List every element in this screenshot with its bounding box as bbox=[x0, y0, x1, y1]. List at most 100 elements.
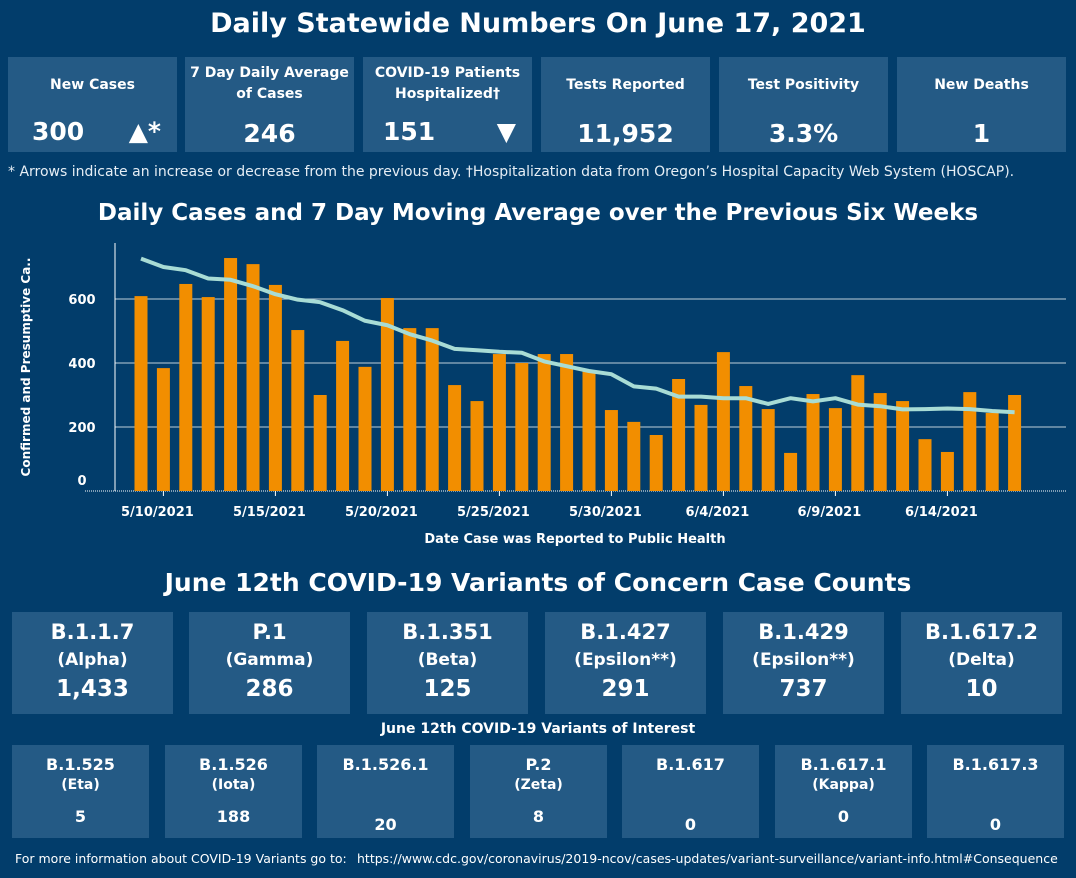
y-tick-label: 0 bbox=[77, 474, 86, 489]
x-tick-label: 5/10/2021 bbox=[121, 505, 194, 520]
bar bbox=[739, 386, 753, 491]
bar bbox=[627, 421, 641, 491]
variant-name: B.1.617.3 bbox=[952, 755, 1039, 774]
x-tick-label: 5/20/2021 bbox=[345, 505, 418, 520]
bar bbox=[403, 328, 417, 491]
bar bbox=[963, 392, 977, 491]
bar bbox=[918, 439, 932, 491]
variant-count: 5 bbox=[74, 807, 87, 826]
variant-concern-card: P.1 (Gamma) 286 bbox=[189, 612, 350, 714]
kpi-card: COVID-19 Patients Hospitalized† 151 ▼ bbox=[363, 57, 532, 152]
bar bbox=[246, 264, 260, 491]
variant-alias: (Iota) bbox=[211, 777, 256, 793]
bar bbox=[156, 368, 170, 491]
variant-count: 188 bbox=[216, 807, 251, 826]
variant-name: B.1.429 bbox=[758, 620, 849, 644]
bar bbox=[448, 385, 462, 491]
variant-name: B.1.1.7 bbox=[50, 620, 135, 644]
y-tick-label: 200 bbox=[68, 421, 95, 436]
bar bbox=[806, 394, 820, 491]
bar bbox=[784, 452, 798, 491]
chart-title: Daily Cases and 7 Day Moving Average ove… bbox=[97, 200, 979, 226]
footnote: * Arrows indicate an increase or decreas… bbox=[8, 164, 1015, 180]
variant-name: P.1 bbox=[252, 620, 287, 644]
bar bbox=[851, 375, 865, 491]
variant-alias: (Epsilon**) bbox=[574, 650, 677, 670]
x-tick-label: 6/4/2021 bbox=[686, 505, 750, 520]
variant-alias: (Alpha) bbox=[57, 650, 128, 670]
y-tick-label: 400 bbox=[68, 357, 95, 372]
footer-text: For more information about COVID-19 Vari… bbox=[15, 851, 347, 866]
kpi-value: 151 bbox=[383, 117, 436, 146]
variant-name: P.2 bbox=[525, 755, 552, 774]
bar bbox=[313, 395, 327, 491]
variant-count: 125 bbox=[423, 676, 472, 702]
variants-interest-title: June 12th COVID-19 Variants of Interest bbox=[380, 721, 696, 737]
variant-count: 20 bbox=[374, 815, 397, 834]
variant-count: 10 bbox=[965, 676, 998, 702]
variant-count: 0 bbox=[837, 807, 850, 826]
bar bbox=[560, 354, 574, 491]
kpi-card: 7 Day Daily Average of Cases 246 bbox=[185, 57, 354, 152]
increase-arrow-icon: ▲* bbox=[128, 117, 161, 146]
bar bbox=[224, 258, 238, 491]
bar bbox=[582, 371, 596, 491]
variant-name: B.1.617 bbox=[656, 755, 725, 774]
variant-count: 0 bbox=[684, 815, 697, 834]
moving-average-line bbox=[140, 256, 1015, 415]
variant-count: 0 bbox=[989, 815, 1002, 834]
variant-alias: (Gamma) bbox=[225, 650, 314, 670]
variant-name: B.1.617.1 bbox=[800, 755, 887, 774]
bar bbox=[515, 363, 529, 491]
variant-interest-card: B.1.617.1 (Kappa) 0 bbox=[775, 745, 912, 838]
bar bbox=[380, 298, 394, 491]
variants-title: June 12th COVID-19 Variants of Concern C… bbox=[164, 568, 912, 597]
variant-name: B.1.617.2 bbox=[925, 620, 1038, 644]
kpi-value: 3.3% bbox=[768, 119, 839, 148]
kpi-label: Tests Reported bbox=[566, 77, 685, 93]
bar bbox=[201, 297, 215, 491]
variant-concern-card: B.1.1.7 (Alpha) 1,433 bbox=[12, 612, 173, 714]
variant-name: B.1.351 bbox=[402, 620, 493, 644]
bar bbox=[425, 328, 439, 491]
variant-alias: (Zeta) bbox=[514, 777, 563, 793]
bar bbox=[134, 296, 148, 491]
bar bbox=[896, 401, 910, 491]
kpi-label: New Deaths bbox=[934, 77, 1029, 93]
bar bbox=[985, 412, 999, 491]
kpi-card: Tests Reported 11,952 bbox=[541, 57, 710, 152]
variant-alias: (Eta) bbox=[61, 777, 100, 793]
bar bbox=[537, 354, 551, 491]
kpi-label: New Cases bbox=[50, 77, 135, 93]
kpi-value: 300 bbox=[32, 117, 85, 146]
x-tick-label: 6/14/2021 bbox=[905, 505, 978, 520]
bar bbox=[873, 393, 887, 491]
variant-interest-card: P.2 (Zeta) 8 bbox=[470, 745, 607, 838]
variant-alias: (Delta) bbox=[948, 650, 1015, 670]
cases-chart: 0 200 400 600 5/10/2021 5/15/2021 5/20/2021 5/2… bbox=[19, 243, 1066, 547]
y-tick-label: 600 bbox=[68, 293, 95, 308]
decrease-arrow-icon: ▼ bbox=[496, 117, 516, 146]
variant-name: B.1.525 bbox=[46, 755, 115, 774]
cdc-variant-link[interactable]: https://www.cdc.gov/coronavirus/2019-nco… bbox=[357, 851, 1058, 866]
kpi-value: 11,952 bbox=[577, 119, 674, 148]
x-tick-label: 6/9/2021 bbox=[798, 505, 862, 520]
kpi-value: 1 bbox=[972, 119, 991, 148]
variant-interest-card: B.1.525 (Eta) 5 bbox=[12, 745, 149, 838]
variant-count: 737 bbox=[779, 676, 828, 702]
variant-concern-card: B.1.427 (Epsilon**) 291 bbox=[545, 612, 706, 714]
bar bbox=[492, 354, 506, 491]
variant-count: 1,433 bbox=[56, 676, 129, 702]
kpi-card: Test Positivity 3.3% bbox=[719, 57, 888, 152]
variant-interest-card: B.1.526.1 20 bbox=[317, 745, 454, 838]
page-title: Daily Statewide Numbers On June 17, 2021 bbox=[210, 8, 866, 39]
bar bbox=[336, 340, 350, 491]
x-axis-label: Date Case was Reported to Public Health bbox=[424, 532, 725, 547]
kpi-card: New Deaths 1 bbox=[897, 57, 1066, 152]
variant-alias: (Kappa) bbox=[812, 777, 875, 793]
bar bbox=[268, 284, 282, 491]
kpi-card: New Cases 300 ▲* bbox=[8, 57, 177, 152]
bar bbox=[672, 379, 686, 491]
bar bbox=[828, 408, 842, 491]
bar bbox=[291, 330, 305, 491]
